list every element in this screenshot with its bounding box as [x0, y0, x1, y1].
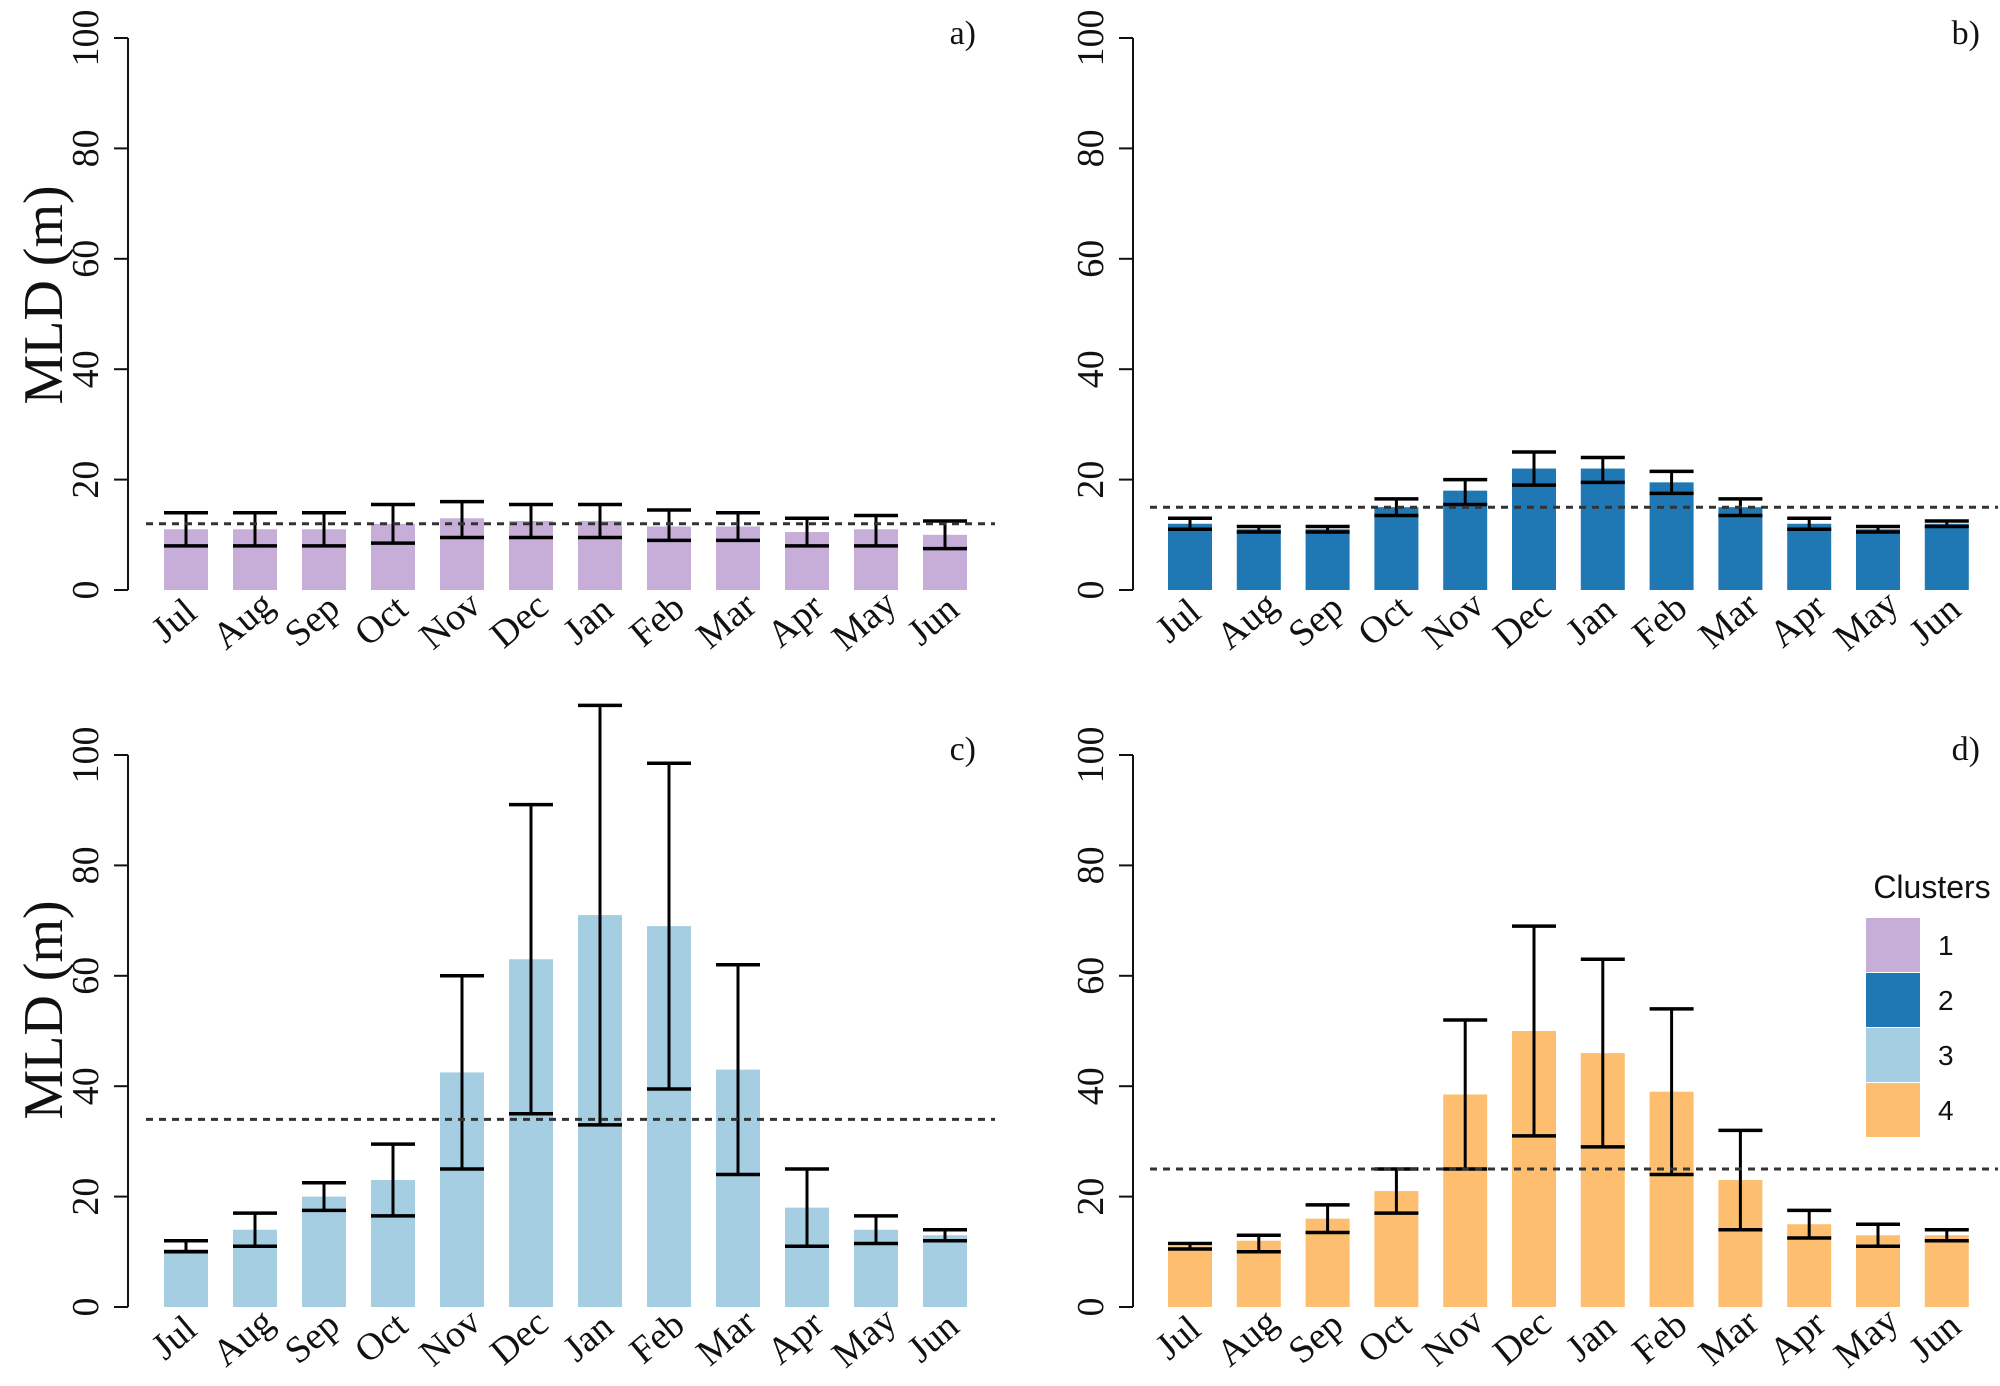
- y-tick-label: 0: [1070, 1298, 1112, 1317]
- bar-sep: [1305, 529, 1350, 590]
- y-tick-label: 20: [65, 461, 107, 499]
- legend-label-2: 2: [1938, 985, 1954, 1016]
- y-tick-label: 100: [1070, 727, 1112, 784]
- y-tick-label: 80: [65, 846, 107, 884]
- y-tick-label: 40: [65, 1067, 107, 1105]
- legend-swatch-1: [1866, 918, 1920, 972]
- bar-sep: [302, 1196, 346, 1307]
- y-tick-label: 40: [65, 350, 107, 388]
- legend-label-1: 1: [1938, 930, 1954, 961]
- y-tick-label: 80: [1070, 846, 1112, 884]
- y-tick-label: 40: [1070, 1067, 1112, 1105]
- y-tick-label: 80: [1070, 129, 1112, 167]
- y-tick-label: 20: [1070, 1178, 1112, 1216]
- bar-jun: [923, 1235, 967, 1307]
- panel-label-b: b): [1952, 15, 1980, 52]
- bar-dec: [1512, 468, 1556, 590]
- y-tick-label: 0: [1070, 581, 1112, 600]
- y-tick-label: 0: [65, 581, 107, 600]
- bar-jan: [1580, 468, 1625, 590]
- legend-title: Clusters: [1873, 869, 1990, 905]
- bar-may: [1856, 529, 1900, 590]
- bar-jul: [164, 1249, 208, 1307]
- bar-jun: [1924, 523, 1969, 590]
- y-tick-label: 60: [1070, 957, 1112, 995]
- bar-oct: [1374, 507, 1419, 590]
- bar-mar: [1718, 507, 1763, 590]
- y-tick-label: 100: [65, 727, 107, 784]
- legend-swatch-3: [1866, 1028, 1920, 1082]
- y-tick-label: 0: [65, 1298, 107, 1317]
- y-tick-label: 40: [1070, 350, 1112, 388]
- legend-swatch-2: [1866, 973, 1920, 1027]
- legend-label-3: 3: [1938, 1040, 1954, 1071]
- y-tick-label: 100: [65, 10, 107, 67]
- y-tick-label: 100: [1070, 10, 1112, 67]
- bar-apr: [1787, 523, 1832, 590]
- bar-jul: [1168, 1246, 1212, 1307]
- bar-feb: [1649, 482, 1694, 590]
- bar-jul: [1168, 523, 1212, 590]
- bar-jun: [1924, 1235, 1969, 1307]
- y-axis-title-c: MLD (m): [13, 900, 75, 1119]
- bar-aug: [1236, 529, 1281, 590]
- y-tick-label: 20: [65, 1178, 107, 1216]
- panel-label-d: d): [1952, 731, 1980, 768]
- y-axis-title-a: MLD (m): [13, 185, 75, 404]
- y-tick-label: 80: [65, 129, 107, 167]
- y-tick-label: 60: [1070, 240, 1112, 278]
- y-tick-label: 20: [1070, 461, 1112, 499]
- panel-label-a: a): [950, 15, 976, 52]
- legend: Clusters 1 2 3 4: [1866, 869, 1991, 1137]
- legend-label-4: 4: [1938, 1095, 1954, 1126]
- y-tick-label: 60: [65, 240, 107, 278]
- panel-label-c: c): [950, 731, 976, 768]
- legend-swatch-4: [1866, 1083, 1920, 1137]
- y-tick-label: 60: [65, 957, 107, 995]
